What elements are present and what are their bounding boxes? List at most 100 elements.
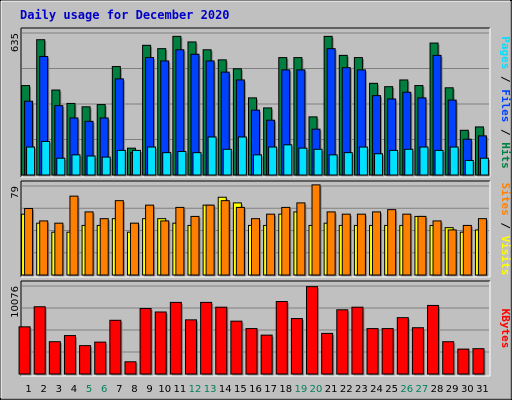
y-max-label: 79 [10, 186, 21, 199]
bar-pages-day-2 [41, 140, 51, 176]
bar-pages-day-11 [177, 151, 187, 176]
bar-kbytes-day-29 [442, 341, 455, 375]
x-tick-day-31: 31 [476, 384, 489, 395]
bar-pages-day-14 [222, 148, 232, 176]
bar-kbytes-day-25 [381, 328, 394, 375]
x-tick-day-28: 28 [431, 384, 444, 395]
bar-sites-day-27 [417, 215, 427, 276]
bar-sites-day-1 [24, 208, 34, 276]
x-tick-day-1: 1 [25, 384, 31, 395]
bar-kbytes-day-7 [109, 319, 122, 375]
bar-pages-day-28 [434, 149, 444, 176]
x-tick-day-2: 2 [41, 384, 47, 395]
x-tick-day-17: 17 [264, 384, 277, 395]
bar-sites-day-28 [432, 220, 442, 276]
bar-kbytes-day-23 [351, 306, 364, 375]
bar-pages-day-30 [464, 159, 474, 176]
x-tick-day-25: 25 [385, 384, 398, 395]
bar-pages-day-9 [147, 146, 157, 176]
x-tick-day-8: 8 [131, 384, 137, 395]
bar-pages-day-15 [237, 136, 247, 176]
bar-kbytes-day-27 [411, 327, 424, 375]
bar-pages-day-5 [86, 155, 96, 176]
bar-sites-day-16 [251, 218, 260, 276]
bar-kbytes-day-19 [290, 318, 303, 375]
bar-pages-day-23 [358, 146, 368, 176]
x-tick-day-23: 23 [355, 384, 368, 395]
legend-visits: Visits [499, 236, 512, 276]
x-tick-day-14: 14 [219, 384, 232, 395]
y-max-label: 10076 [10, 286, 21, 318]
series-kbytes [18, 286, 486, 376]
bar-kbytes-day-2 [33, 306, 46, 375]
bar-kbytes-day-11 [169, 301, 182, 375]
bar-sites-day-8 [129, 222, 139, 276]
bar-sites-day-26 [402, 213, 412, 276]
x-tick-day-9: 9 [146, 384, 152, 395]
legend-files: Files [499, 89, 512, 122]
bar-sites-day-15 [235, 206, 245, 276]
x-tick-day-21: 21 [325, 384, 338, 395]
series-label: Sites / Visits [499, 183, 512, 276]
bar-sites-day-31 [477, 218, 487, 276]
visits-sites-panel: 79 Sites / Visits [10, 180, 512, 278]
bar-sites-day-9 [145, 204, 155, 276]
x-tick-day-16: 16 [249, 384, 262, 395]
hits-files-pages-panel: 635 Pages / Files / Hits [10, 27, 512, 178]
x-tick-day-18: 18 [279, 384, 292, 395]
bar-kbytes-day-12 [184, 319, 197, 375]
bar-pages-day-25 [389, 149, 399, 176]
bar-pages-day-13 [207, 136, 217, 176]
bar-pages-day-20 [313, 148, 323, 176]
bar-sites-day-6 [99, 218, 109, 276]
legend-kbytes: KBytes [499, 309, 512, 349]
series-label: KBytes [499, 309, 512, 349]
bar-sites-day-30 [462, 224, 472, 276]
y-max-label: 635 [10, 33, 21, 52]
x-tick-day-20: 20 [310, 384, 323, 395]
bar-sites-day-18 [281, 206, 291, 276]
legend-pages: Pages [499, 36, 512, 69]
bar-sites-day-2 [39, 220, 49, 276]
bar-sites-day-5 [84, 211, 94, 276]
bar-pages-day-21 [328, 154, 338, 176]
bar-pages-day-29 [449, 146, 459, 176]
bar-kbytes-day-4 [63, 335, 76, 375]
bar-kbytes-day-16 [245, 328, 258, 375]
x-tick-day-22: 22 [340, 384, 353, 395]
bar-pages-day-16 [253, 154, 262, 176]
bar-pages-day-17 [268, 146, 278, 176]
bar-pages-day-18 [283, 144, 293, 176]
bar-kbytes-day-22 [336, 309, 349, 375]
x-tick-day-3: 3 [56, 384, 62, 395]
bar-sites-day-25 [387, 209, 397, 276]
bar-kbytes-day-28 [427, 304, 440, 375]
bar-sites-day-13 [205, 204, 215, 276]
x-tick-day-7: 7 [116, 384, 122, 395]
bar-kbytes-day-9 [139, 307, 152, 375]
bar-kbytes-day-6 [94, 341, 107, 375]
bar-pages-day-31 [479, 157, 489, 176]
x-axis-day-labels: 1 2 3 4 5 6 7 8 9 10 11 12 13 14 15 16 17 18 19 20 21 22 23 24 2… [25, 384, 488, 395]
legend-sites: Sites [499, 183, 512, 216]
bar-pages-day-10 [162, 152, 172, 176]
x-tick-day-29: 29 [446, 384, 459, 395]
legend-hits: Hits [499, 142, 512, 169]
bar-kbytes-day-20 [306, 286, 319, 375]
bar-kbytes-day-24 [366, 328, 379, 375]
x-tick-day-19: 19 [295, 384, 308, 395]
bar-kbytes-day-8 [124, 361, 137, 375]
x-tick-day-13: 13 [204, 384, 217, 395]
bar-pages-day-8 [131, 149, 141, 176]
bar-pages-day-24 [374, 153, 384, 176]
bar-kbytes-day-26 [396, 317, 409, 375]
x-tick-day-11: 11 [173, 384, 186, 395]
x-tick-day-4: 4 [71, 384, 77, 395]
bar-sites-day-29 [447, 229, 457, 276]
x-tick-day-6: 6 [101, 384, 107, 395]
bar-kbytes-day-17 [260, 334, 273, 375]
bar-kbytes-day-30 [457, 348, 470, 375]
x-tick-day-26: 26 [400, 384, 413, 395]
bar-kbytes-day-15 [230, 320, 243, 375]
